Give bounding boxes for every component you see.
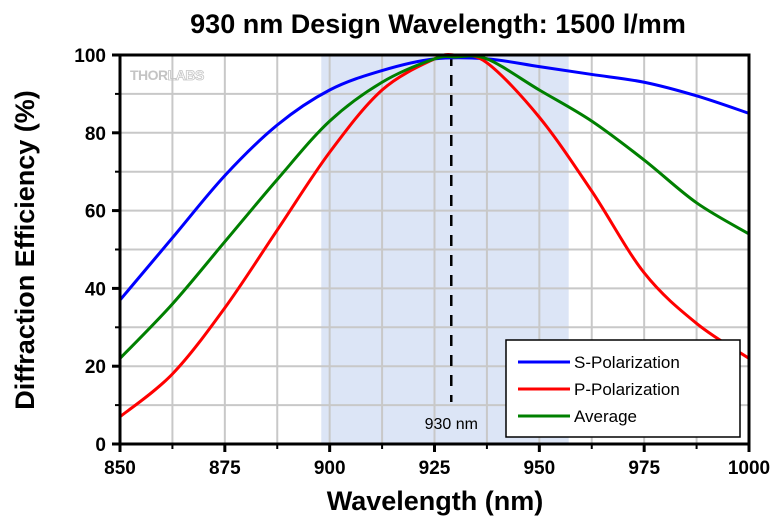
x-tick-label: 975 [628, 458, 660, 479]
y-axis-label: Diffraction Efficiency (%) [10, 90, 40, 410]
legend: S-Polarization P-Polarization Average [505, 339, 741, 438]
x-tick-label: 1000 [728, 458, 770, 479]
series-line-average [118, 54, 750, 360]
y-tick-label: 60 [85, 202, 106, 223]
design-wavelength-label: 930 nm [425, 416, 478, 433]
y-tick-label: 100 [74, 46, 106, 67]
thorlabs-watermark: THORLABS [130, 67, 204, 83]
y-tick-label: 80 [85, 124, 106, 145]
y-tick-label: 0 [95, 435, 106, 456]
x-axis-label: Wavelength (nm) [327, 486, 544, 516]
chart-title: 930 nm Design Wavelength: 1500 l/mm [190, 9, 686, 39]
legend-label: P-Polarization [574, 380, 680, 399]
y-tick-label: 20 [85, 357, 106, 378]
legend-label: S-Polarization [574, 353, 680, 372]
x-tick-label: 900 [314, 458, 346, 479]
x-tick-label: 875 [209, 458, 241, 479]
x-tick-label: 850 [104, 458, 136, 479]
x-ticks: 850 875 900 925 950 975 1000 [104, 444, 770, 479]
legend-label: Average [574, 407, 637, 426]
series-line-s-polarization [118, 56, 750, 302]
x-tick-label: 950 [523, 458, 555, 479]
x-tick-label: 925 [419, 458, 451, 479]
y-tick-label: 40 [85, 279, 106, 300]
y-ticks: 0 20 40 60 80 100 [74, 46, 120, 456]
